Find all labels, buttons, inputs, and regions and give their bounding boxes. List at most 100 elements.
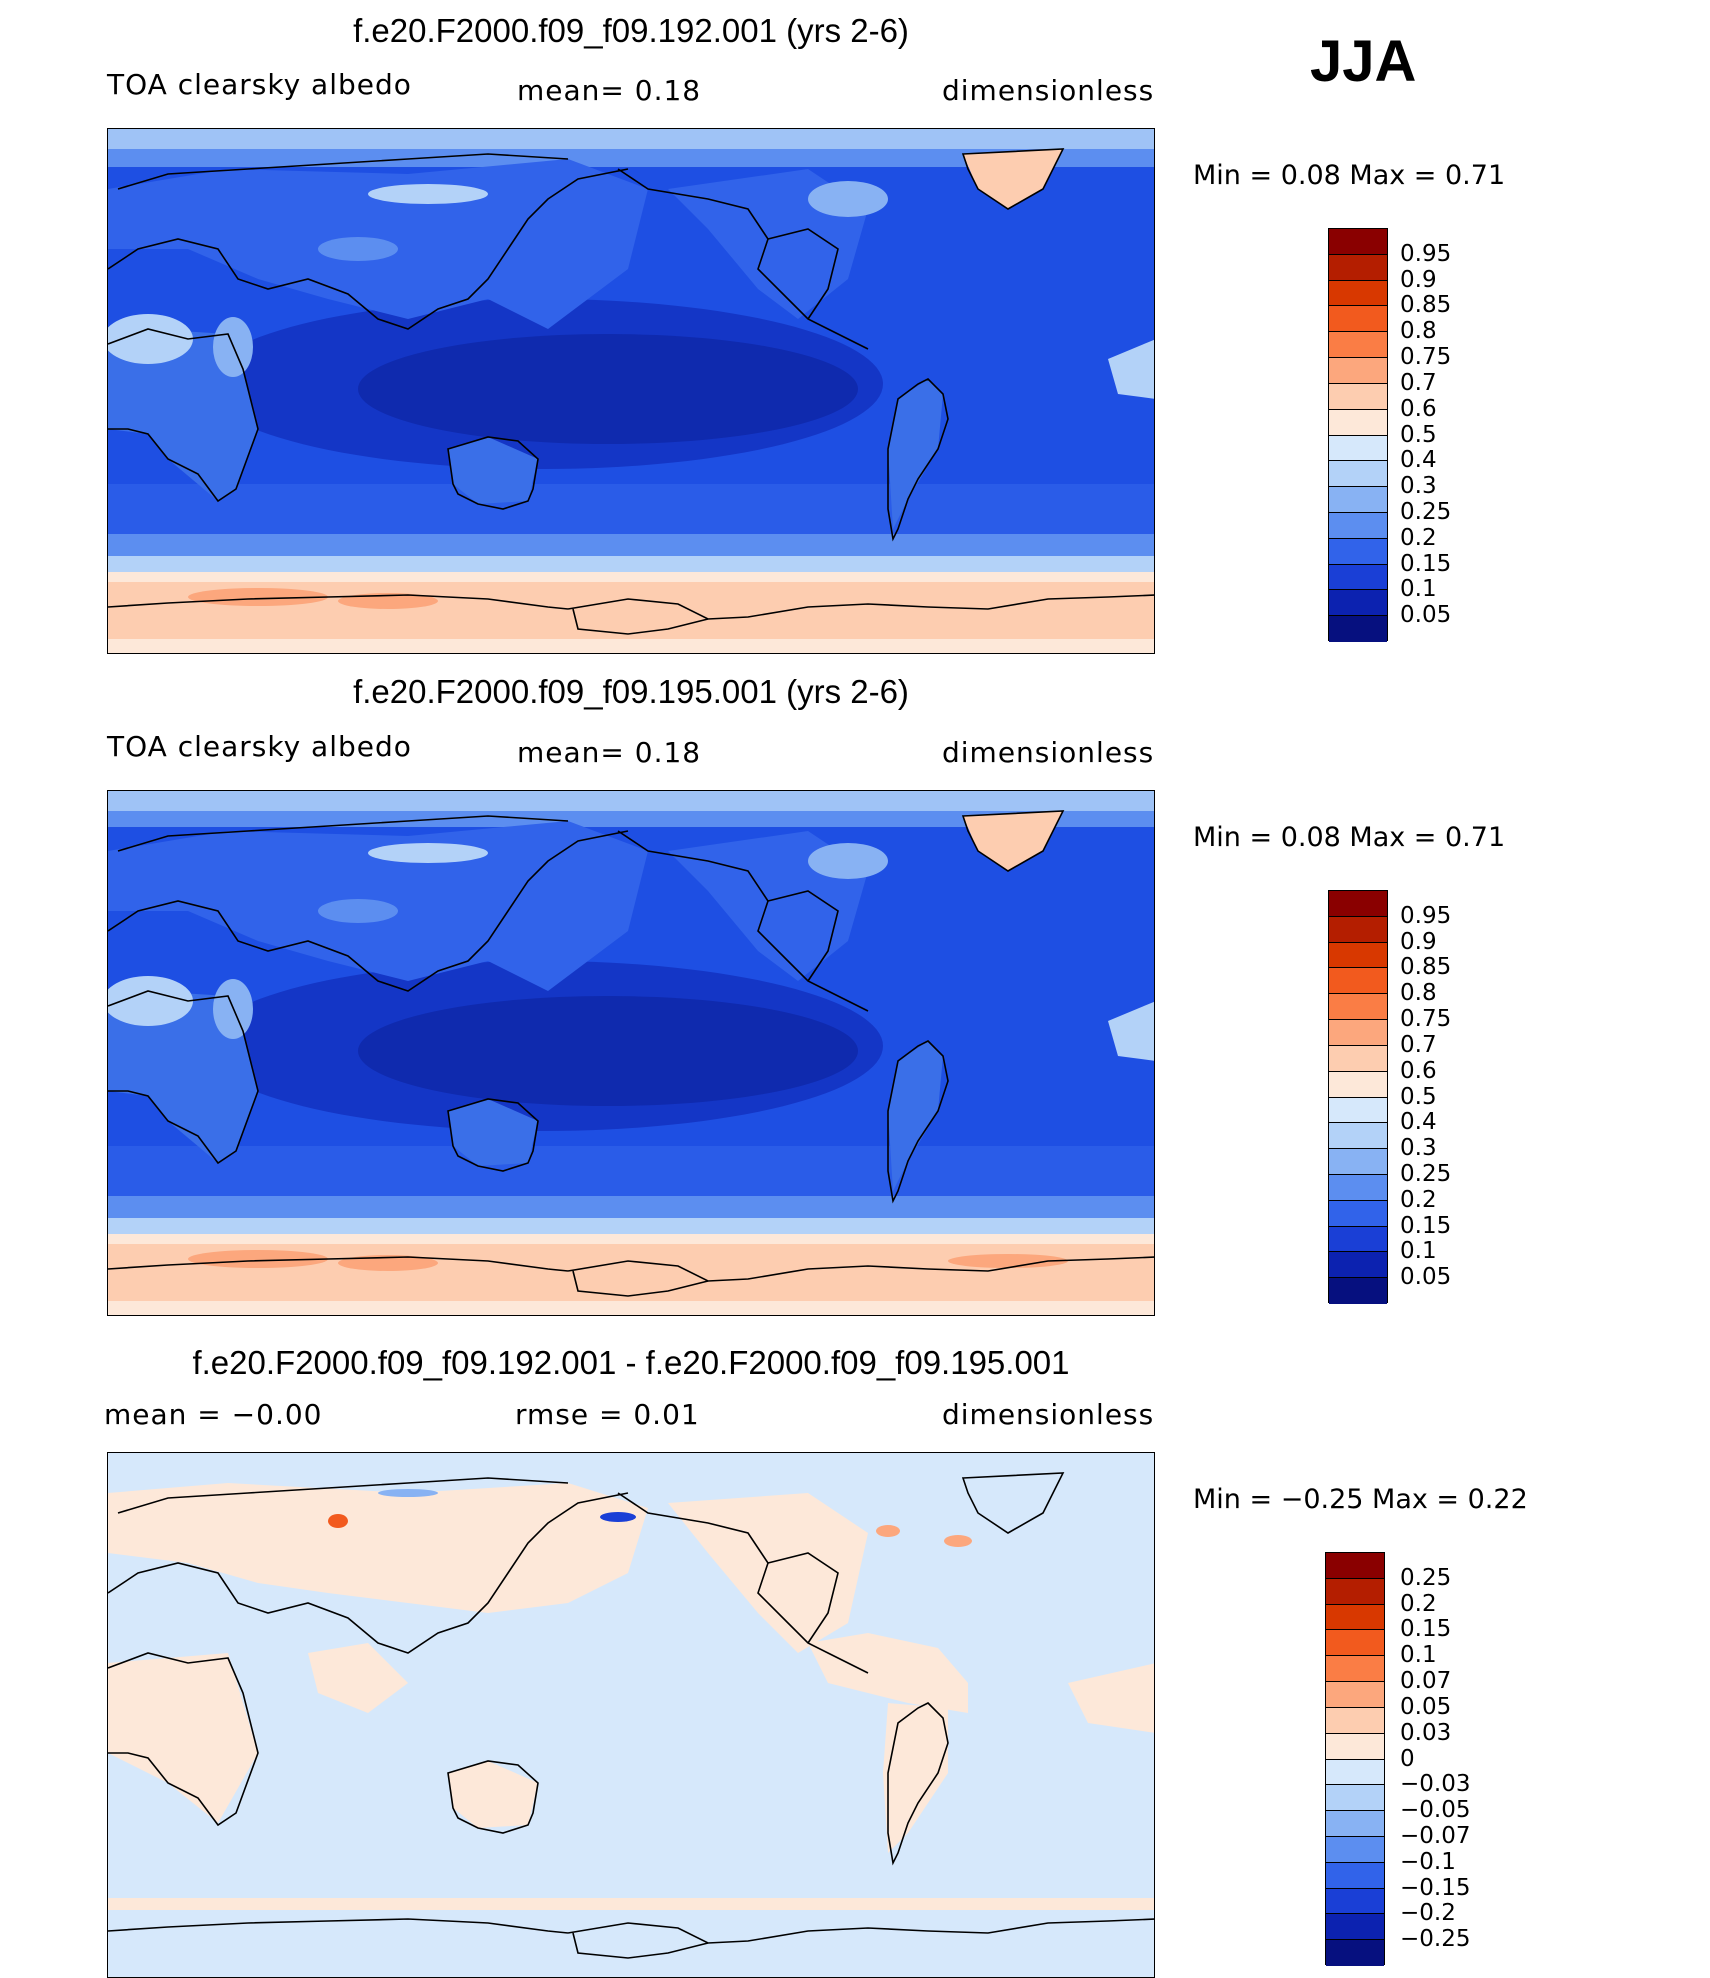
- colorbar-box: [1329, 590, 1387, 617]
- panel-3-rmse-label: rmse = 0.01: [515, 1398, 700, 1431]
- colorbar-box: [1329, 1020, 1387, 1046]
- colorbar-box: [1326, 1811, 1384, 1837]
- panel-1-variable-label: TOA clearsky albedo: [107, 68, 412, 101]
- colorbar-label: 0.25: [1400, 498, 1452, 525]
- colorbar-box: [1329, 383, 1387, 410]
- panel-3-min-max: Min = −0.25 Max = 0.22: [1193, 1484, 1528, 1515]
- colorbar-box: [1326, 1707, 1384, 1734]
- colorbar-box: [1329, 229, 1387, 255]
- colorbar-box: [1329, 254, 1387, 281]
- colorbar-box: [1329, 1174, 1387, 1201]
- colorbar-label: 0.3: [1400, 1135, 1437, 1162]
- colorbar-box: [1326, 1604, 1384, 1631]
- colorbar-box: [1326, 1553, 1384, 1579]
- colorbar-label: 0.95: [1400, 240, 1452, 267]
- colorbar-label: −0.07: [1400, 1822, 1471, 1849]
- panel-1-colorbar-boxes: [1328, 228, 1388, 642]
- colorbar-label: 0.9: [1400, 928, 1437, 955]
- colorbar-box: [1329, 891, 1387, 917]
- colorbar-label: −0.05: [1400, 1797, 1471, 1824]
- colorbar-box: [1326, 1682, 1384, 1708]
- colorbar-box: [1326, 1914, 1384, 1941]
- panel-1-units-label: dimensionless: [942, 74, 1155, 107]
- colorbar-label: 0.07: [1400, 1668, 1452, 1695]
- panel-2-colorbar-boxes: [1328, 890, 1388, 1304]
- panel-3-colorbar-boxes: [1325, 1552, 1385, 1966]
- panel-1-title: f.e20.F2000.f09_f09.192.001 (yrs 2-6): [353, 12, 909, 49]
- colorbar-box: [1329, 1200, 1387, 1227]
- colorbar-label: 0.75: [1400, 344, 1452, 371]
- panel-1-map: [107, 128, 1155, 654]
- colorbar-label: 0.03: [1400, 1719, 1452, 1746]
- colorbar-box: [1329, 538, 1387, 565]
- colorbar-box: [1326, 1862, 1384, 1889]
- colorbar-box: [1329, 280, 1387, 307]
- colorbar-label: 0.6: [1400, 395, 1437, 422]
- panel-3-colorbar: [1325, 1552, 1385, 1966]
- colorbar-box: [1329, 1071, 1387, 1098]
- colorbar-label: 0.15: [1400, 1212, 1452, 1239]
- colorbar-label: −0.1: [1400, 1848, 1456, 1875]
- colorbar-label: 0.05: [1400, 1264, 1452, 1291]
- colorbar-box: [1329, 1252, 1387, 1279]
- colorbar-label: 0.15: [1400, 1616, 1452, 1643]
- panel-1-colorbar: [1328, 228, 1388, 642]
- panel-3-colorbar-labels: 0.25 0.2 0.15 0.1 0.07 0.05 0.03 0 −0.03 −0.05 −0.…: [1400, 1552, 1495, 1965]
- colorbar-box: [1329, 1045, 1387, 1072]
- panel-3-units-label: dimensionless: [942, 1398, 1155, 1431]
- colorbar-label: 0.4: [1400, 1109, 1437, 1136]
- colorbar-label: 0.4: [1400, 447, 1437, 474]
- colorbar-box: [1326, 1785, 1384, 1812]
- colorbar-box: [1329, 616, 1387, 642]
- colorbar-box: [1329, 487, 1387, 513]
- colorbar-label: 0.7: [1400, 1031, 1437, 1058]
- colorbar-box: [1329, 1226, 1387, 1253]
- colorbar-box: [1326, 1733, 1384, 1760]
- colorbar-label: 0.15: [1400, 550, 1452, 577]
- panel-2-map: [107, 790, 1155, 1316]
- colorbar-label: 0.05: [1400, 602, 1452, 629]
- colorbar-box: [1326, 1888, 1384, 1915]
- colorbar-label: 0.2: [1400, 1186, 1437, 1213]
- colorbar-box: [1329, 409, 1387, 436]
- panel-3-map: [107, 1452, 1155, 1978]
- colorbar-label: 0.9: [1400, 266, 1437, 293]
- panel-2-variable-label: TOA clearsky albedo: [107, 730, 412, 763]
- colorbar-box: [1329, 942, 1387, 969]
- colorbar-label: 0.25: [1400, 1160, 1452, 1187]
- colorbar-box: [1326, 1759, 1384, 1786]
- colorbar-label: 0.1: [1400, 576, 1437, 603]
- colorbar-label: 0.8: [1400, 980, 1437, 1007]
- colorbar-box: [1329, 461, 1387, 488]
- colorbar-label: −0.2: [1400, 1900, 1456, 1927]
- panel-1-mean-label: mean= 0.18: [517, 74, 702, 107]
- colorbar-box: [1326, 1578, 1384, 1605]
- panel-2-units-label: dimensionless: [942, 736, 1155, 769]
- panel-2-colorbar-labels: 0.95 0.9 0.85 0.8 0.75 0.7 0.6 0.5 0.4 0.3 0.25 0.2…: [1400, 890, 1480, 1303]
- colorbar-label: 0: [1400, 1745, 1415, 1772]
- colorbar-box: [1326, 1630, 1384, 1657]
- colorbar-label: 0.8: [1400, 318, 1437, 345]
- colorbar-label: 0.2: [1400, 1590, 1437, 1617]
- colorbar-label: −0.15: [1400, 1874, 1471, 1901]
- colorbar-box: [1329, 332, 1387, 359]
- colorbar-box: [1329, 435, 1387, 462]
- colorbar-box: [1329, 1097, 1387, 1124]
- colorbar-label: 0.85: [1400, 954, 1452, 981]
- colorbar-box: [1329, 1149, 1387, 1175]
- colorbar-label: 0.6: [1400, 1057, 1437, 1084]
- colorbar-box: [1329, 968, 1387, 995]
- colorbar-box: [1329, 994, 1387, 1021]
- colorbar-label: 0.05: [1400, 1693, 1452, 1720]
- colorbar-box: [1326, 1656, 1384, 1683]
- colorbar-box: [1329, 512, 1387, 539]
- panel-3-mean-label: mean = −0.00: [104, 1398, 323, 1431]
- colorbar-label: 0.5: [1400, 1083, 1437, 1110]
- colorbar-box: [1329, 1123, 1387, 1150]
- colorbar-box: [1329, 306, 1387, 333]
- panel-1-colorbar-labels: 0.95 0.9 0.85 0.8 0.75 0.7 0.6 0.5 0.4 0.3 0.25 0.2…: [1400, 228, 1480, 641]
- colorbar-box: [1329, 358, 1387, 384]
- colorbar-label: −0.25: [1400, 1926, 1471, 1953]
- colorbar-label: 0.75: [1400, 1006, 1452, 1033]
- colorbar-label: 0.5: [1400, 421, 1437, 448]
